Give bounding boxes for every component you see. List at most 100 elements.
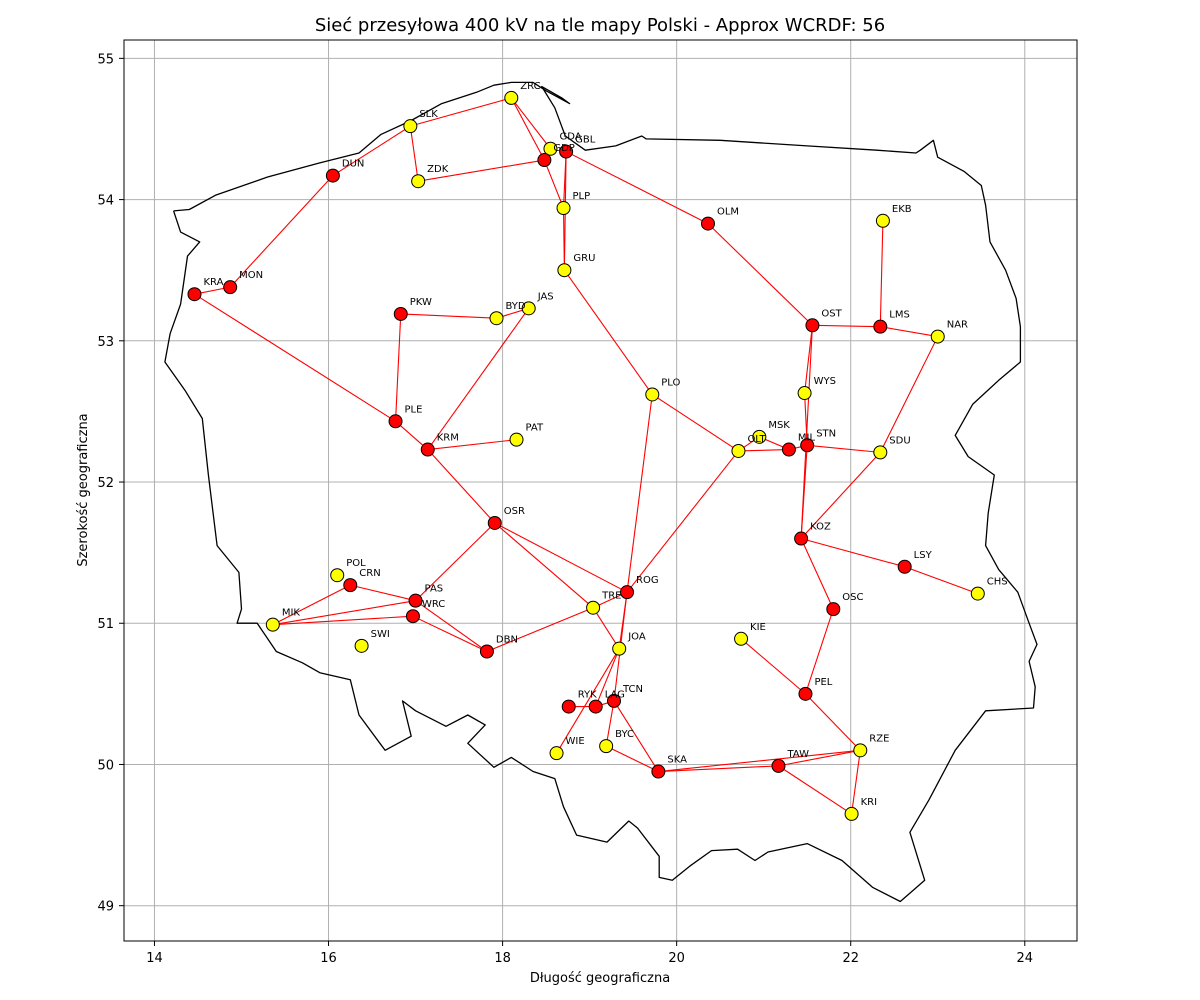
node-label-olm: OLM [717,207,739,218]
edge-gru-plo [563,269,653,395]
node-plp [556,201,571,216]
node-taw [771,758,786,773]
node-gda [543,141,558,156]
edge-lsy-chs [904,566,978,595]
node-label-gbl: GBL [575,135,596,146]
y-tick-label: 53 [97,335,114,350]
node-lms [873,319,888,334]
node-zdk [411,174,426,189]
node-wie [549,746,564,761]
node-label-gdp: GDP [553,143,574,154]
substations [187,90,985,821]
x-tick-label: 14 [146,951,163,966]
node-label-gda: GDA [559,132,581,143]
node-jas [521,301,536,316]
node-label-mik: MIK [282,608,301,619]
node-dbn [479,644,494,659]
node-label-wrc: WRC [422,599,445,610]
node-label-jas: JAS [537,291,554,302]
node-label-rze: RZE [869,733,889,744]
edge-osr-rog [494,522,628,593]
edge-koz-osc [800,538,834,610]
node-swi [354,638,369,653]
node-label-osr: OSR [504,506,525,517]
node-chs [970,586,985,601]
node-sdu [873,445,888,460]
node-label-byd: BYD [505,301,525,312]
x-axis-label: Długość geograficzna [530,971,670,986]
x-tick-label: 24 [1017,951,1034,966]
y-tick-label: 52 [97,476,114,491]
edge-kra-ple [194,293,396,422]
node-ekb [875,213,890,228]
edge-ple-krm [395,420,429,450]
node-ryk [561,699,576,714]
chart-title: Sieć przesyłowa 400 kV na tle mapy Polsk… [315,15,885,36]
edge-zrc-gdp [510,97,545,161]
node-label-pel: PEL [814,677,832,688]
node-gbl [559,144,574,159]
edge-gbl-olm [565,151,709,225]
node-label-lag: LAG [605,690,625,701]
edge-zrc-slk [410,97,512,127]
country-border-line [164,81,1038,903]
node-pas [408,593,423,608]
node-label-rog: ROG [636,575,659,586]
edge-nar-sdu [879,336,939,453]
edge-stn-sdu [807,444,881,453]
edge-olm-ost [707,223,813,326]
node-label-slk: SLK [419,109,438,120]
node-label-dbn: DBN [496,634,518,645]
edge-plo-rog [626,394,653,593]
node-label-pas: PAS [425,584,444,595]
edge-mik-wrc [272,615,413,626]
node-label-ska: SKA [667,755,687,766]
edge-osr-tre [494,522,594,609]
y-tick-label: 49 [97,900,114,915]
node-label-ost: OST [821,308,842,319]
edge-koz-lsy [800,537,905,568]
edge-olt-mil [738,448,789,452]
edge-crn-mik [272,584,351,626]
x-tick-label: 20 [668,951,685,966]
edge-pkw-ple [394,313,402,422]
edge-tcn-ska [613,700,659,772]
edge-ost-lms [812,324,881,328]
node-osr [487,515,502,530]
edge-krm-osr [427,449,496,524]
node-label-joa: JOA [627,632,646,643]
edge-stn-koz [800,445,808,539]
node-pol [330,568,345,583]
node-label-byc: BYC [615,729,634,740]
edge-jas-krm [427,308,530,450]
node-label-lms: LMS [889,310,910,321]
y-tick-label: 51 [97,617,114,632]
node-label-plp: PLP [573,191,591,202]
node-label-nar: NAR [947,320,968,331]
edge-byc-ska [605,745,659,773]
edge-crn-pas [350,584,416,602]
grid [124,40,1077,941]
edge-osr-pas [415,522,496,602]
node-pel [798,686,813,701]
node-pkw [393,306,408,321]
node-dun [325,168,340,183]
node-slk [403,119,418,134]
y-tick-label: 55 [97,52,114,67]
node-krm [420,442,435,457]
node-rze [853,743,868,758]
node-label-zdk: ZDK [427,164,449,175]
node-byc [599,739,614,754]
edge-lms-ekb [879,220,884,327]
node-label-koz: KOZ [810,522,831,533]
node-osc [826,602,841,617]
node-label-sdu: SDU [889,435,910,446]
edge-zrc-gda [510,97,551,150]
node-koz [794,531,809,546]
edge-tre-joa [592,607,620,649]
node-label-swi: SWI [371,629,390,640]
node-ska [651,764,666,779]
